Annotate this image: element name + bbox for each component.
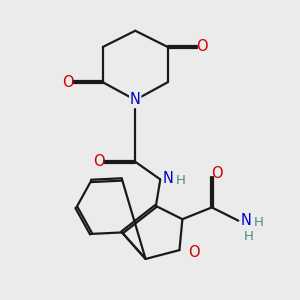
Text: O: O — [211, 166, 223, 181]
Text: H: H — [244, 230, 254, 243]
Text: O: O — [93, 154, 104, 169]
Text: H: H — [176, 174, 185, 188]
Text: O: O — [196, 39, 208, 54]
Text: N: N — [240, 213, 251, 228]
Text: N: N — [162, 171, 173, 186]
Text: O: O — [188, 245, 199, 260]
Text: N: N — [130, 92, 141, 107]
Text: O: O — [62, 75, 74, 90]
Text: H: H — [254, 216, 263, 229]
